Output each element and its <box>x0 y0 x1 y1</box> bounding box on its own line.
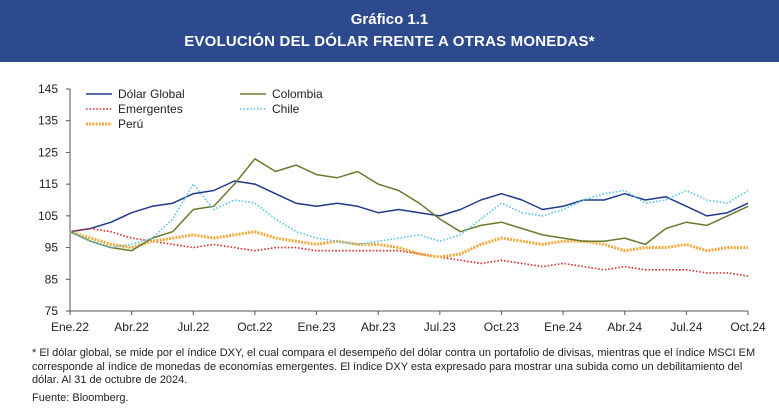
chart-header: Gráfico 1.1 EVOLUCIÓN DEL DÓLAR FRENTE A… <box>0 0 779 62</box>
y-tick-label: 145 <box>38 82 58 96</box>
x-tick-label: Oct.23 <box>484 320 520 334</box>
x-tick-label: Ene.23 <box>298 320 336 334</box>
x-tick-label: Ene.24 <box>544 320 582 334</box>
chart-subtitle: EVOLUCIÓN DEL DÓLAR FRENTE A OTRAS MONED… <box>184 33 595 50</box>
x-tick-label: Jul.23 <box>424 320 456 334</box>
x-tick-label: Jul.22 <box>177 320 209 334</box>
line-chart: 75 85 95 105 115 125 135 145 Ene.22 Abr.22 Jul.22 O… <box>38 82 766 334</box>
series-line-0 <box>69 180 749 233</box>
chart-footnote: * El dólar global, se mide por el índice… <box>32 347 756 386</box>
x-tick-label: Ene.22 <box>51 320 89 334</box>
series-line-3 <box>69 158 749 252</box>
legend-label-1: Emergentes <box>118 102 183 116</box>
x-tick-label: Oct.24 <box>730 320 766 334</box>
legend-label-0: Dólar Global <box>118 87 185 101</box>
y-tick-label: 85 <box>45 272 59 286</box>
y-tick-label: 135 <box>38 114 58 128</box>
y-tick-label: 95 <box>45 241 59 255</box>
y-tick-label: 115 <box>39 177 58 191</box>
legend-label-4: Chile <box>272 102 300 116</box>
y-tick-label: 75 <box>45 304 59 318</box>
x-tick-label: Oct.22 <box>237 320 273 334</box>
x-tick-label: Abr.24 <box>607 320 642 334</box>
legend-label-3: Colombia <box>272 87 323 101</box>
y-tick-label: 125 <box>38 145 58 159</box>
x-tick-label: Abr.22 <box>114 320 149 334</box>
chart-source: Fuente: Bloomberg. <box>32 392 129 404</box>
series-line-2 <box>69 230 748 259</box>
legend-label-2: Perú <box>118 117 143 131</box>
y-tick-label: 105 <box>38 209 58 223</box>
x-tick-label: Jul.24 <box>670 320 702 334</box>
series-line-4 <box>69 183 749 249</box>
x-tick-label: Abr.23 <box>361 320 396 334</box>
chart-title: Gráfico 1.1 <box>350 11 429 28</box>
